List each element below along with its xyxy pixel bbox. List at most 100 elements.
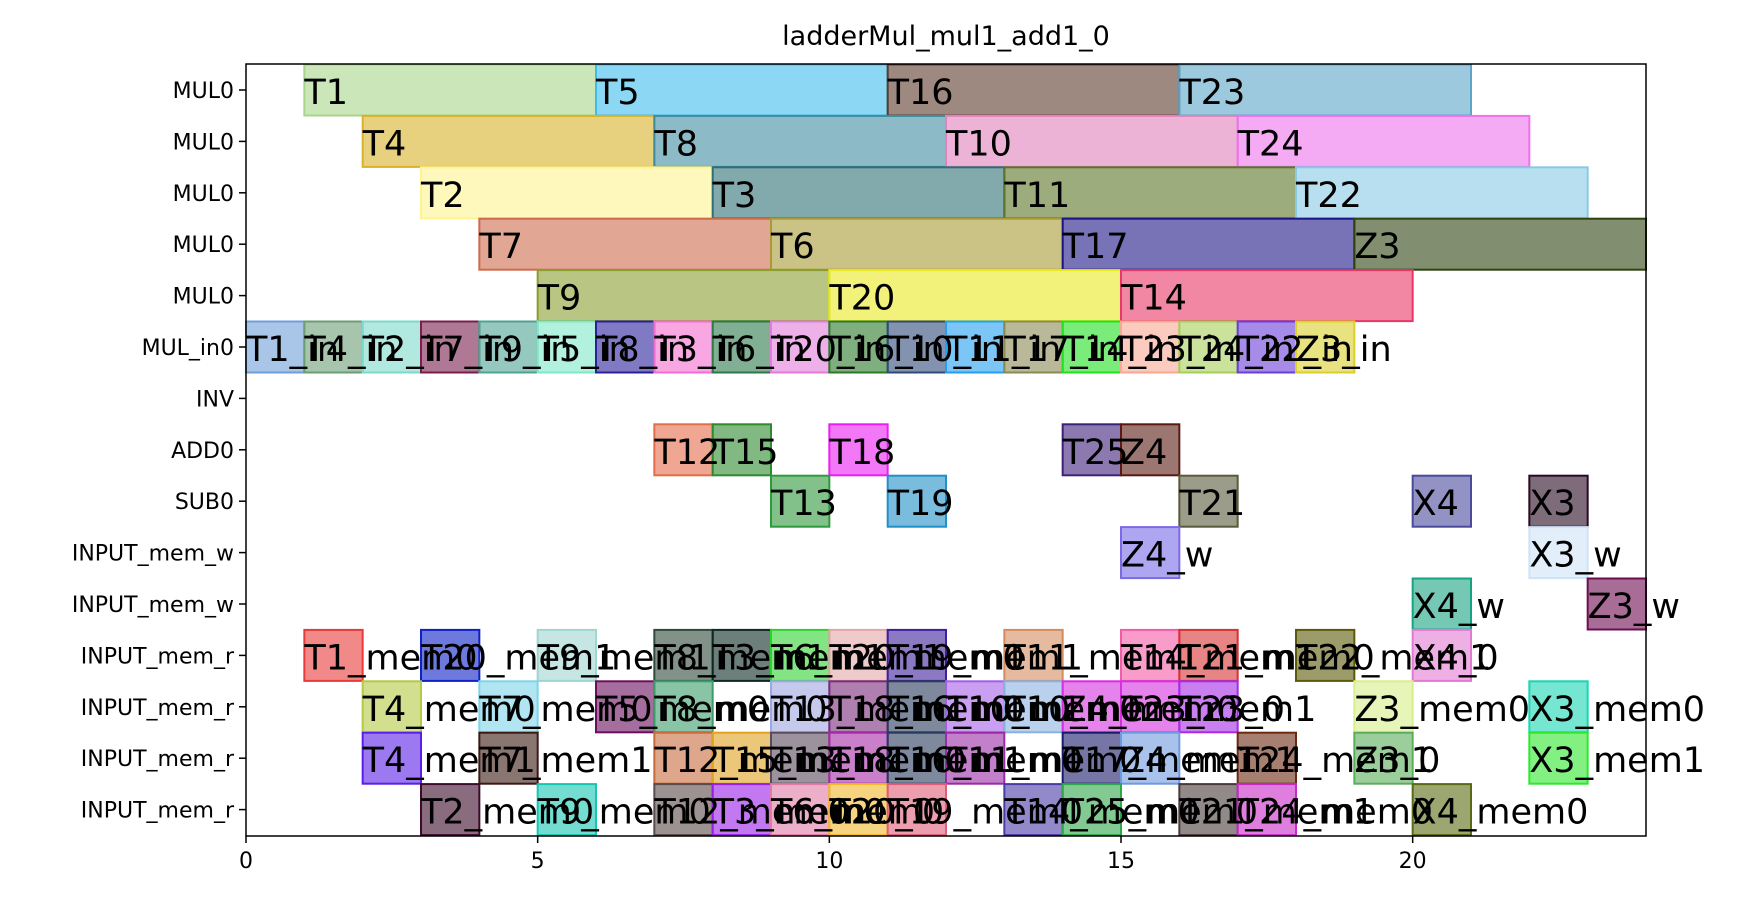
task-label-t12-mem1: T12_mem1 <box>653 741 849 781</box>
task-bar-z4 <box>1120 423 1181 477</box>
task-label-t7-in: T7_in <box>420 330 514 370</box>
task-bar-t8-mem1 <box>653 628 714 682</box>
task-label-t11: T11 <box>1003 176 1070 216</box>
task-label-t25: T25 <box>1062 433 1129 473</box>
task-bar-t8 <box>653 114 947 168</box>
task-label-t22-in: T22_in <box>1237 330 1353 370</box>
task-label-t9-mem0: T9_mem0 <box>537 793 711 833</box>
task-label-t15: T15 <box>712 433 779 473</box>
task-bar-t22 <box>1295 166 1589 220</box>
task-bar-z3 <box>1353 217 1648 271</box>
task-bar-t1-in <box>245 320 306 374</box>
task-bar-x4-w <box>1411 577 1472 631</box>
task-label-t16-mem1: T16_mem1 <box>887 690 1083 730</box>
task-bar-t23-0 <box>1178 680 1239 734</box>
task-bar-t14-in <box>1061 320 1122 374</box>
task-bar-t2 <box>420 166 714 220</box>
task-label-t18: T18 <box>828 433 895 473</box>
task-label-z3: Z3 <box>1354 227 1400 267</box>
task-label-t20-in: T20_in <box>770 330 886 370</box>
y-tick-label: ADD0 <box>171 439 234 464</box>
y-tick-label: INPUT_mem_r <box>81 696 235 721</box>
task-label-t23-mem1: T23_mem1 <box>1120 690 1316 730</box>
x-tick-label: 10 <box>815 849 843 874</box>
task-label-t20: T20 <box>828 279 895 319</box>
task-label-t11-mem0: T11_mem0 <box>945 741 1141 781</box>
task-label-t19-mem1: T19_mem1 <box>887 638 1083 678</box>
task-bar-t20 <box>828 269 1122 323</box>
task-label-t19: T19 <box>887 484 954 524</box>
task-label-t8: T8 <box>653 124 698 164</box>
task-label-t17-mem1: T17_mem1 <box>1062 741 1258 781</box>
task-bar-t24-mem1 <box>1236 731 1297 785</box>
task-label-t13: T13 <box>770 484 837 524</box>
task-bar-t1 <box>303 63 597 117</box>
task-label-t15-mem1: T15_mem1 <box>712 741 908 781</box>
task-label-t24-in: T24_in <box>1178 330 1294 370</box>
task-bar-z3-0 <box>1353 731 1414 785</box>
task-label-t17: T17 <box>1062 227 1129 267</box>
task-label-t6-mem1: T6_mem1 <box>770 638 944 678</box>
task-label-t21: T21 <box>1178 484 1245 524</box>
task-label-t9-mem1: T9_mem1 <box>537 638 711 678</box>
y-tick-label: MUL0 <box>173 233 234 258</box>
task-bar-t11-mem1 <box>1003 628 1064 682</box>
y-tick-label: MUL0 <box>173 79 234 104</box>
bar-labels-layer: T1 T5 T16 T23 T4 T8 T10 T24 T2 T3 T11 T22 T7 T6 T17 Z3 T… <box>245 73 1705 833</box>
task-label-t16-mem0: T16_mem0 <box>887 741 1083 781</box>
task-bar-t21 <box>1178 474 1239 528</box>
task-bar-z4-w <box>1120 526 1181 580</box>
task-bar-t7-mem0 <box>478 680 539 734</box>
task-bar-t7-in <box>420 320 481 374</box>
task-label-t5: T5 <box>595 73 640 113</box>
task-bar-t9-mem1 <box>536 628 598 682</box>
task-bar-t2-mem0 <box>420 783 481 837</box>
task-label-t21-mem1: T21_mem1 <box>1178 793 1374 833</box>
task-bar-t3-mem1 <box>711 628 773 682</box>
task-bar-z4-mem1 <box>1120 731 1181 785</box>
task-bar-t25 <box>1061 423 1122 477</box>
task-bar-t18 <box>828 423 889 477</box>
task-label-t2-mem0: T2_mem0 <box>420 793 594 833</box>
task-label-t9: T9 <box>537 279 582 319</box>
task-bar-t14 <box>1120 269 1414 323</box>
task-label-t2: T2 <box>420 176 465 216</box>
task-label-z4-w: Z4_w <box>1121 536 1213 576</box>
task-bar-t12-mem0 <box>653 783 714 837</box>
task-bar-t3-in <box>653 320 714 374</box>
task-label-t19-mem0: T19_mem0 <box>887 793 1083 833</box>
task-label-t5-mem0: T5_mem0 <box>595 690 769 730</box>
task-label-t6: T6 <box>770 227 815 267</box>
task-bar-t4-in <box>303 320 364 374</box>
task-bar-t3 <box>711 166 1006 220</box>
task-bar-z3-mem0 <box>1353 680 1414 734</box>
task-bar-t10-in <box>886 320 948 374</box>
task-label-z4-mem1: Z4_mem1 <box>1121 741 1297 781</box>
y-tick-label: SUB0 <box>175 490 234 515</box>
task-label-t7-mem0: T7_mem0 <box>478 690 652 730</box>
task-bar-x3-mem1 <box>1528 731 1589 785</box>
task-label-t10-in: T10_in <box>887 330 1003 370</box>
task-bar-t10-mem0 <box>945 680 1006 734</box>
task-bar-t12-mem1 <box>653 731 714 785</box>
task-bar-t8-mem0 <box>653 680 714 734</box>
task-label-t5-in: T5_in <box>537 330 631 370</box>
task-label-t8-mem1: T8_mem1 <box>653 638 827 678</box>
task-bar-t10-mem1 <box>1003 680 1064 734</box>
task-bar-t5 <box>595 63 889 117</box>
task-label-t12: T12 <box>653 433 720 473</box>
task-label-t4-in: T4_in <box>303 330 397 370</box>
task-label-t9-in: T9_in <box>478 330 572 370</box>
task-label-t17-in: T17_in <box>1003 330 1119 370</box>
task-label-t3-mem1: T3_mem1 <box>712 638 886 678</box>
x-axis: 0 5 10 15 20 <box>239 836 1427 874</box>
task-label-t16-in: T16_in <box>828 330 944 370</box>
task-bar-t20-0 <box>828 783 889 837</box>
task-bar-x4 <box>1411 474 1472 528</box>
task-label-t1-mem0: T1_mem0 <box>303 638 477 678</box>
y-tick-label: INPUT_mem_w <box>72 593 234 618</box>
task-bar-x3-mem0 <box>1528 680 1589 734</box>
task-bar-z4-mem0 <box>1061 680 1122 734</box>
task-label-t20-mem0: T20_mem0 <box>828 638 1024 678</box>
task-label-t2-in: T2_in <box>362 330 456 370</box>
